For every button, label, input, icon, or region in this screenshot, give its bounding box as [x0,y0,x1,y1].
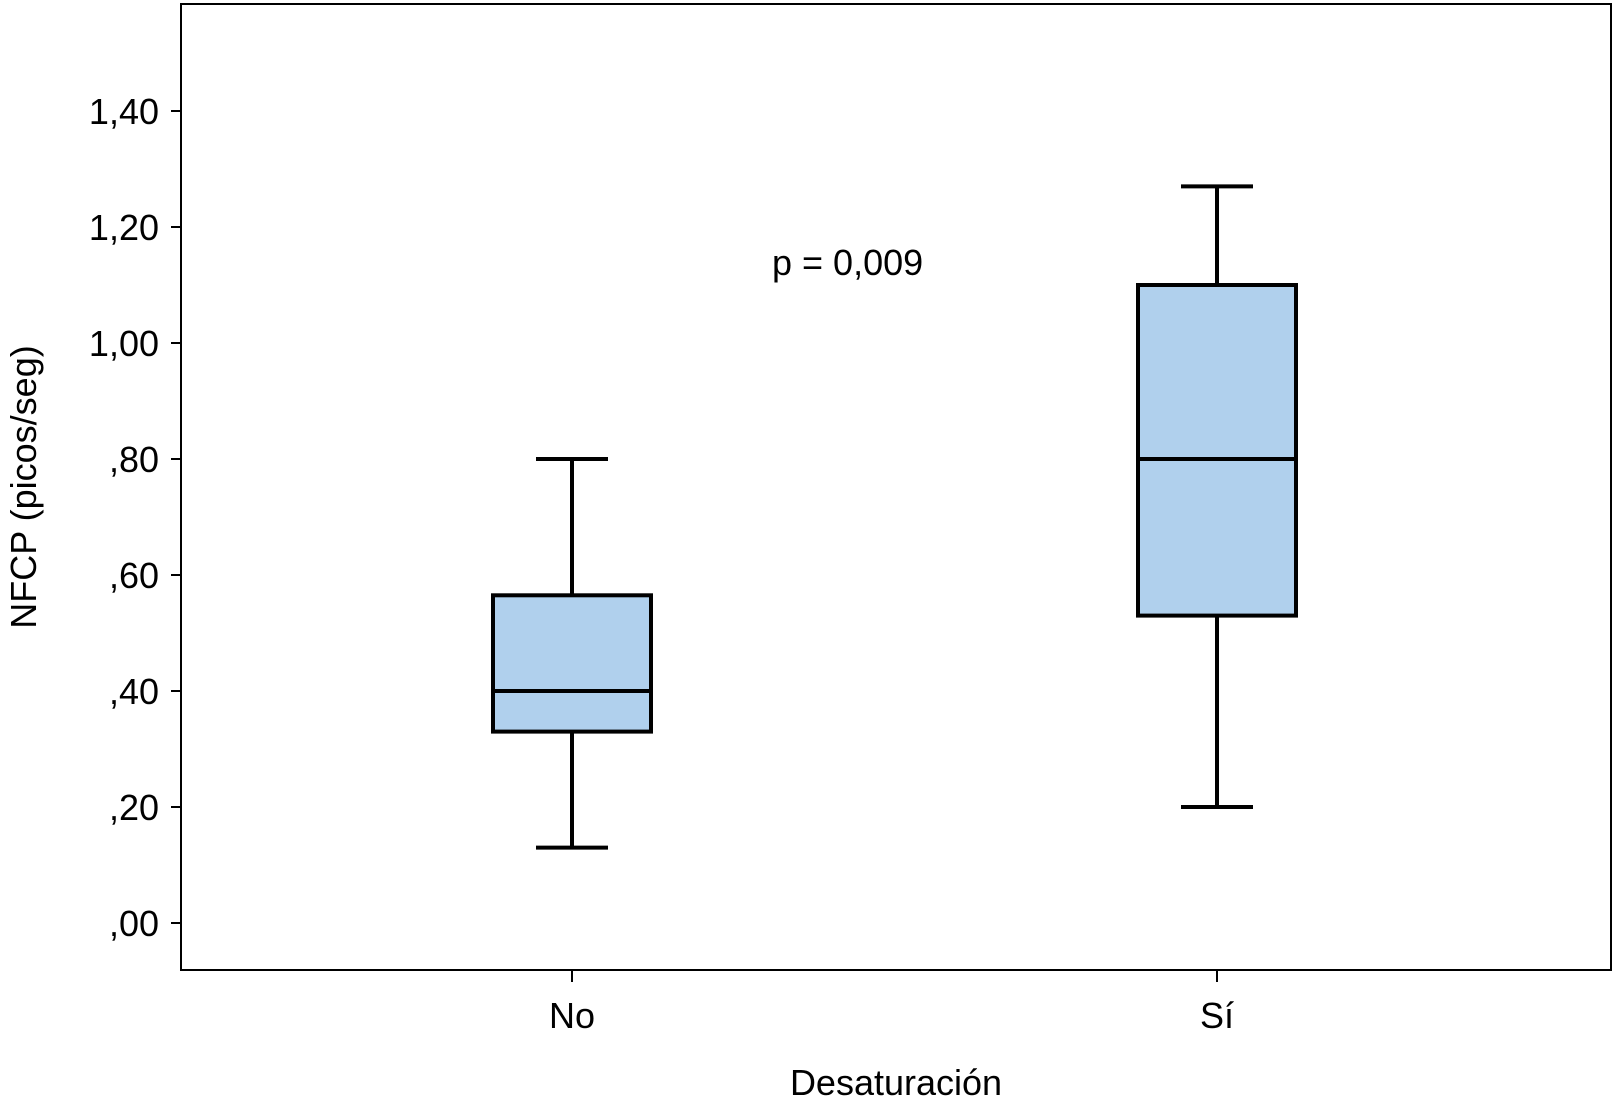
y-tick-label: ,00 [109,903,159,944]
y-tick-label: 1,20 [89,207,159,248]
x-tick-label: Sí [1200,995,1234,1036]
iqr-box [491,593,653,734]
x-axis-title: Desaturación [790,1062,1002,1103]
y-tick-label: ,60 [109,555,159,596]
box-series [491,184,1298,850]
y-tick-label: ,80 [109,439,159,480]
y-axis: ,00 ,20 ,40 ,60 ,80 1,00 1,20 1,40 [89,91,181,944]
p-value-annotation: p = 0,009 [772,242,923,283]
y-tick-label: 1,40 [89,91,159,132]
box-no [491,457,653,850]
plot-frame [180,3,1612,971]
iqr-box [1136,283,1298,618]
x-axis: No Sí [549,970,1234,1036]
y-tick-label: ,20 [109,787,159,828]
box-si [1136,184,1298,809]
y-axis-title: NFCP (picos/seg) [3,345,44,628]
x-tick-label: No [549,995,595,1036]
y-tick-label: ,40 [109,671,159,712]
y-tick-label: 1,00 [89,323,159,364]
